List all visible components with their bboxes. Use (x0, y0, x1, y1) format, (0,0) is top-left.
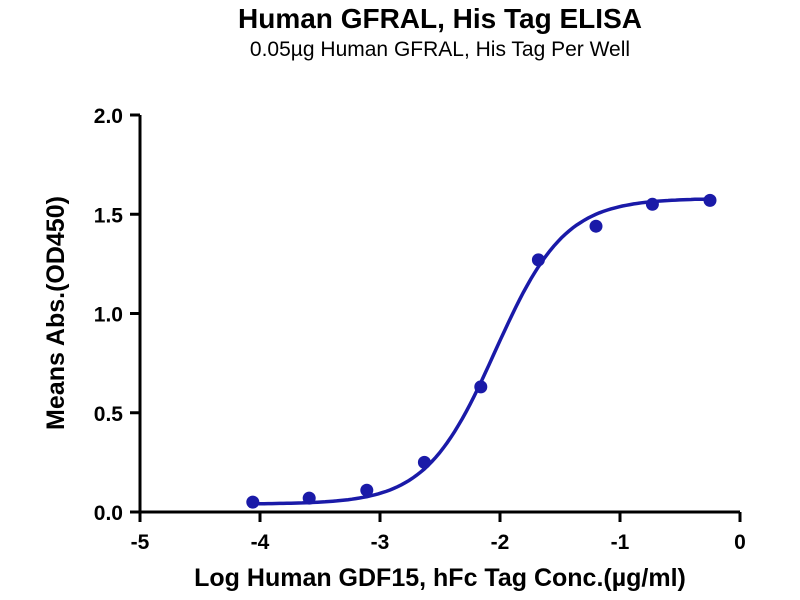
data-point (703, 193, 717, 207)
y-tick-label: 0.0 (94, 502, 123, 525)
y-tick-label: 2.0 (94, 105, 123, 128)
y-tick-label: 0.5 (94, 403, 124, 426)
y-axis-label: Means Abs.(OD450) (42, 196, 70, 430)
data-point (531, 253, 545, 267)
data-point (474, 380, 488, 394)
data-point (645, 197, 659, 211)
x-axis-label: Log Human GDF15, hFc Tag Conc.(µg/ml) (194, 564, 686, 592)
x-tick-label: -4 (251, 531, 270, 554)
fit-curve (251, 197, 712, 506)
chart-subtitle: 0.05µg Human GFRAL, His Tag Per Well (250, 38, 630, 61)
data-point (360, 483, 374, 497)
data-point (589, 219, 603, 233)
plot-area: -5 -4 -3 -2 -1 0 0.0 0.5 1.0 1.5 2.0 (94, 105, 746, 554)
y-tick-label: 1.5 (94, 204, 124, 227)
x-tick-label: -2 (491, 531, 510, 554)
y-tick-label: 1.0 (94, 304, 123, 327)
chart-title: Human GFRAL, His Tag ELISA (238, 3, 642, 34)
x-tick-label: -3 (371, 531, 390, 554)
x-tick-label: -1 (611, 531, 630, 554)
x-tick-label: -5 (131, 531, 150, 554)
x-tick-label: 0 (734, 531, 746, 554)
data-point (417, 455, 431, 469)
data-point (246, 495, 260, 509)
data-point (302, 491, 316, 505)
